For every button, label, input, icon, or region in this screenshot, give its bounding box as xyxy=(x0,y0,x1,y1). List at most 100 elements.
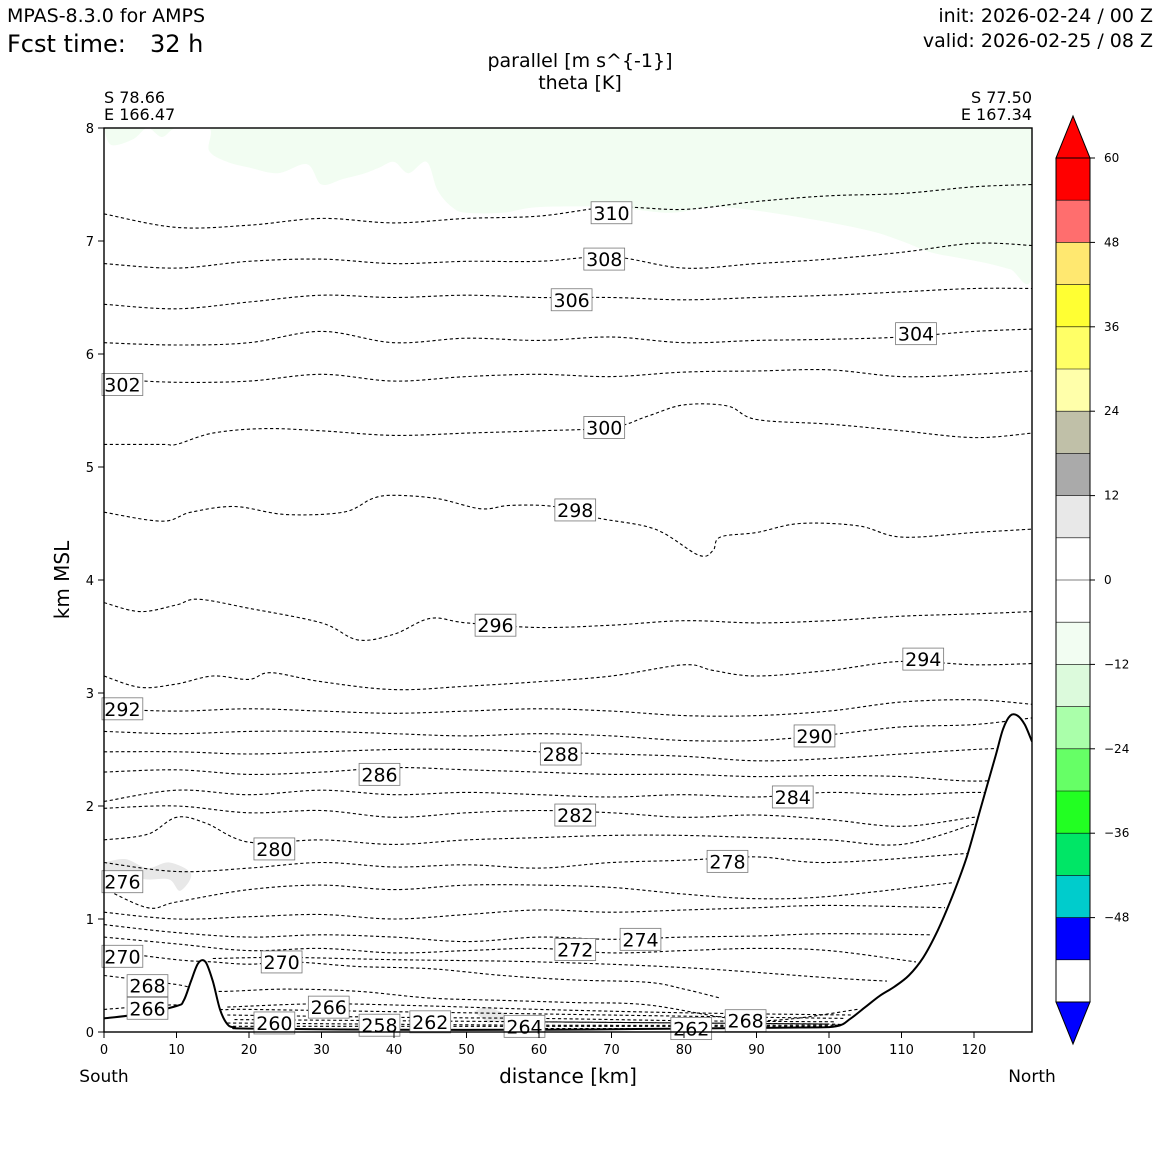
theta-isoline xyxy=(104,494,1032,557)
wind-shade-region xyxy=(473,1006,510,1023)
right-end-lat: S 77.50 xyxy=(971,88,1032,107)
theta-label: 290 xyxy=(796,726,832,748)
wind-shade-region xyxy=(104,128,1032,285)
x-tick-label: 90 xyxy=(748,1043,765,1058)
theta-label-box xyxy=(358,1013,401,1037)
terrain-outline xyxy=(104,713,1032,1031)
theta-label-box xyxy=(358,762,401,786)
terrain-fill xyxy=(104,714,1032,1032)
theta-label: 268 xyxy=(129,976,165,998)
colorbar-segment xyxy=(1056,242,1090,285)
colorbar-tick-label: 24 xyxy=(1104,404,1119,418)
theta-label: 280 xyxy=(256,839,292,861)
x-tick-label: 10 xyxy=(168,1043,185,1058)
forecast-time-label: Fcst time: xyxy=(7,30,126,58)
theta-label: 298 xyxy=(557,500,593,522)
x-tick-label: 20 xyxy=(241,1043,258,1058)
theta-label: 268 xyxy=(727,1011,763,1033)
theta-label-box xyxy=(554,938,597,961)
left-end-lon: E 166.47 xyxy=(104,105,175,124)
forecast-time-value: 32 h xyxy=(150,30,203,58)
theta-isoline xyxy=(104,242,1032,269)
colorbar-under-arrow xyxy=(1055,1001,1091,1046)
theta-label: 304 xyxy=(898,324,934,346)
colorbar-tick-label: −24 xyxy=(1104,742,1129,756)
theta-label-box xyxy=(101,697,144,721)
direction-south: South xyxy=(79,1067,128,1087)
colorbar-segment xyxy=(1056,158,1090,201)
theta-label: 306 xyxy=(553,290,589,312)
direction-north: North xyxy=(1008,1067,1056,1087)
theta-label-box xyxy=(771,785,814,809)
theta-label: 302 xyxy=(104,375,140,397)
colorbar-tick-label: −36 xyxy=(1104,826,1129,840)
x-tick-label: 40 xyxy=(386,1043,403,1058)
theta-label: 296 xyxy=(477,615,513,637)
theta-label: 266 xyxy=(311,997,347,1019)
y-tick-label: 2 xyxy=(86,800,94,815)
right-end-lon: E 167.34 xyxy=(961,105,1032,124)
wind-shade-region xyxy=(104,858,192,891)
colorbar-segment xyxy=(1056,284,1090,327)
theta-label-box xyxy=(619,927,662,951)
x-tick-label: 70 xyxy=(603,1043,620,1058)
theta-label-box xyxy=(550,288,593,312)
x-tick-label: 110 xyxy=(889,1043,914,1058)
theta-isoline xyxy=(104,904,946,920)
y-tick-label: 4 xyxy=(86,574,94,589)
theta-label: 276 xyxy=(104,872,140,894)
theta-isoline xyxy=(104,805,1032,827)
colorbar-segment xyxy=(1056,917,1090,960)
colorbar-segment xyxy=(1056,580,1090,623)
theta-label-box xyxy=(583,416,626,439)
colorbar-segment xyxy=(1056,453,1090,496)
colorbar-tick-label: 36 xyxy=(1104,320,1119,334)
theta-label-box xyxy=(670,1017,713,1041)
chart-title-theta: theta [K] xyxy=(538,72,622,94)
colorbar-tick-label: 0 xyxy=(1104,573,1112,587)
theta-label-box xyxy=(590,201,633,225)
colorbar-tick-label: −48 xyxy=(1104,911,1129,925)
theta-contour-layer xyxy=(104,183,1032,1030)
theta-label-box xyxy=(902,647,945,671)
theta-label-box xyxy=(895,322,937,346)
colorbar-over-arrow xyxy=(1055,114,1091,159)
theta-label: 260 xyxy=(256,1013,292,1035)
theta-isoline xyxy=(104,766,1032,782)
theta-label: 288 xyxy=(543,744,579,766)
theta-label-box xyxy=(307,995,350,1019)
theta-label-box xyxy=(101,373,144,396)
colorbar-segment xyxy=(1056,791,1090,834)
theta-label: 262 xyxy=(412,1012,448,1034)
theta-isoline xyxy=(104,403,1032,446)
theta-label: 308 xyxy=(586,249,622,271)
y-tick-label: 8 xyxy=(86,122,94,137)
y-tick-label: 1 xyxy=(86,913,94,928)
theta-isoline xyxy=(104,882,953,909)
theta-label: 270 xyxy=(104,946,140,968)
y-tick-label: 5 xyxy=(86,461,94,476)
init-time: init: 2026-02-24 / 00 Z xyxy=(938,5,1153,27)
x-tick-label: 0 xyxy=(100,1043,108,1058)
theta-isoline xyxy=(104,699,1032,717)
theta-label-box xyxy=(583,247,626,271)
theta-label-box xyxy=(101,870,144,894)
theta-isoline xyxy=(104,789,1032,803)
theta-label: 294 xyxy=(905,649,941,671)
theta-isoline xyxy=(104,183,1032,229)
y-tick-label: 6 xyxy=(86,348,94,363)
y-tick-label: 7 xyxy=(86,235,94,250)
theta-label: 286 xyxy=(361,764,397,786)
colorbar: 60 48 36 24 12 0 −12 −24 −36 −48 xyxy=(1055,114,1129,1046)
theta-isoline xyxy=(104,368,1032,383)
theta-label: 258 xyxy=(361,1015,397,1037)
x-tick-label: 120 xyxy=(962,1043,987,1058)
x-tick-label: 60 xyxy=(531,1043,548,1058)
colorbar-segment xyxy=(1056,326,1090,369)
theta-label: 278 xyxy=(709,851,745,873)
y-axis-label: km MSL xyxy=(50,540,74,619)
y-tick-label: 0 xyxy=(86,1026,94,1041)
theta-label-box xyxy=(126,974,169,998)
y-tick-label: 3 xyxy=(86,687,94,702)
